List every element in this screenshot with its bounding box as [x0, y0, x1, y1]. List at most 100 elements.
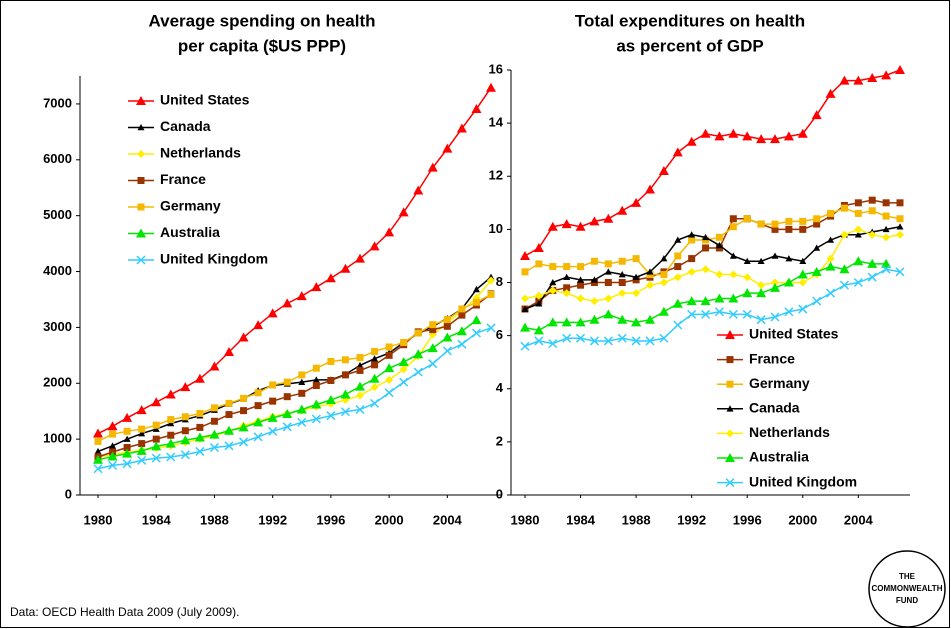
marker — [238, 422, 249, 432]
marker — [882, 212, 890, 220]
marker — [688, 255, 696, 263]
marker — [325, 395, 336, 405]
marker — [107, 421, 118, 431]
marker — [785, 217, 793, 225]
x-tick-label: 1984 — [566, 512, 596, 527]
marker — [701, 265, 710, 274]
marker — [240, 394, 248, 402]
marker — [269, 381, 277, 389]
marker — [312, 364, 320, 372]
marker — [728, 293, 739, 303]
marker — [194, 373, 205, 383]
marker — [340, 389, 351, 399]
marker — [209, 361, 220, 371]
marker — [122, 412, 133, 422]
marker — [122, 448, 133, 458]
series-line — [524, 268, 901, 347]
marker — [93, 464, 103, 474]
marker — [457, 339, 467, 349]
marker — [881, 264, 891, 274]
marker — [312, 376, 320, 383]
marker — [576, 333, 586, 343]
marker — [563, 273, 571, 280]
marker — [269, 397, 277, 405]
marker — [854, 209, 862, 217]
marker — [487, 276, 495, 285]
marker — [311, 282, 322, 292]
marker — [725, 453, 735, 462]
marker — [743, 215, 751, 223]
marker — [673, 320, 683, 330]
marker — [356, 366, 364, 374]
marker — [826, 288, 836, 298]
y-tick-label: 12 — [489, 168, 503, 183]
legend-label: Canada — [749, 400, 800, 416]
marker — [520, 341, 530, 351]
marker — [370, 398, 380, 408]
marker — [93, 454, 103, 464]
marker — [385, 375, 394, 384]
marker — [700, 128, 711, 138]
marker — [413, 185, 424, 195]
marker — [659, 333, 669, 343]
marker — [399, 365, 408, 374]
marker — [660, 271, 668, 279]
marker — [253, 320, 264, 330]
marker — [137, 150, 145, 158]
marker — [414, 329, 422, 337]
marker — [561, 219, 572, 229]
marker — [341, 371, 349, 379]
marker — [646, 281, 654, 290]
marker — [603, 336, 613, 346]
marker — [825, 261, 836, 271]
marker — [180, 450, 190, 460]
marker — [617, 333, 627, 343]
marker — [471, 328, 481, 338]
marker — [384, 363, 395, 373]
marker — [840, 230, 849, 239]
marker — [427, 343, 438, 353]
marker — [854, 199, 862, 207]
x-tick-label: 1992 — [258, 512, 287, 527]
marker — [687, 309, 697, 319]
x-tick-label: 2004 — [844, 512, 874, 527]
marker — [867, 72, 878, 82]
marker — [757, 257, 765, 265]
marker — [356, 391, 364, 400]
marker — [757, 281, 766, 290]
marker — [726, 405, 734, 412]
marker — [472, 298, 480, 306]
series-line — [97, 327, 492, 470]
marker — [604, 294, 613, 303]
marker — [371, 355, 379, 362]
marker — [547, 317, 558, 327]
marker — [224, 425, 234, 435]
marker — [166, 452, 176, 462]
marker — [799, 257, 807, 265]
marker — [109, 442, 117, 449]
marker — [282, 408, 293, 418]
y-tick-label: 1000 — [43, 431, 72, 446]
marker — [868, 207, 876, 215]
marker — [590, 257, 598, 265]
marker — [604, 260, 612, 268]
marker — [296, 291, 307, 301]
y-tick-label: 7000 — [43, 95, 72, 110]
marker — [742, 309, 752, 319]
series-line — [524, 199, 900, 310]
marker — [813, 220, 821, 228]
marker — [534, 336, 544, 346]
marker — [658, 306, 669, 316]
marker — [239, 437, 249, 447]
legend-label: Canada — [160, 118, 211, 134]
marker — [632, 255, 640, 263]
marker — [715, 241, 723, 249]
marker — [714, 131, 725, 141]
marker — [799, 217, 807, 225]
marker — [853, 75, 864, 85]
marker — [659, 278, 668, 287]
marker — [742, 131, 753, 141]
legend-label: United States — [160, 92, 250, 108]
marker — [443, 322, 451, 330]
marker — [325, 273, 336, 283]
